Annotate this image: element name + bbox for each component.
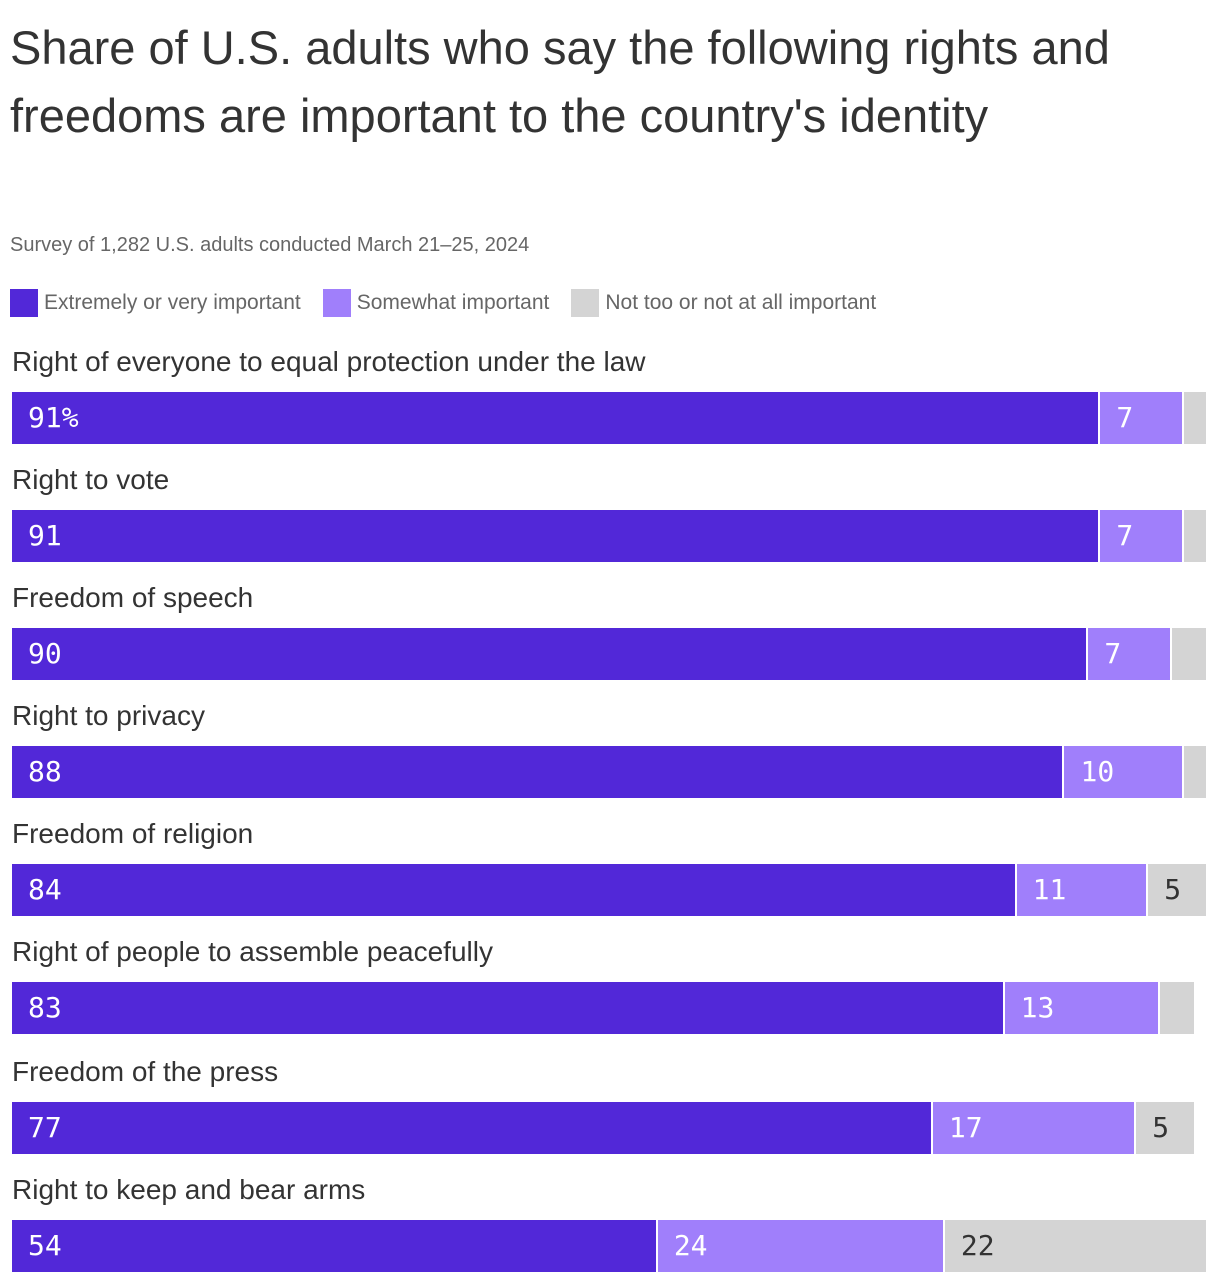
- bar-segment-extremely: [12, 510, 1099, 562]
- bar-segment-somewhat: [657, 1220, 943, 1272]
- bar-segment-extremely: [12, 864, 1015, 916]
- data-label: 54: [28, 1229, 62, 1262]
- legend-item-somewhat-important: Somewhat important: [322, 289, 550, 317]
- bar-segment-somewhat: [1004, 982, 1159, 1034]
- bar-segment-somewhat: [1100, 510, 1183, 562]
- bar-segment-somewhat: [1088, 628, 1171, 680]
- bar-segment-somewhat: [1100, 392, 1183, 444]
- category-label: Right to privacy: [12, 700, 205, 731]
- bar-segment-not: [944, 1220, 1206, 1272]
- category-label: Freedom of speech: [12, 582, 254, 613]
- bar-segment-not: [1160, 982, 1195, 1034]
- category-label: Right to keep and bear arms: [12, 1174, 366, 1205]
- legend-item-not-important: Not too or not at all important: [571, 289, 876, 317]
- bar-segment-somewhat: [1016, 864, 1147, 916]
- bar-segment-not: [1172, 628, 1206, 680]
- category-label: Right of everyone to equal protection un…: [12, 346, 646, 377]
- data-label: 90: [28, 637, 62, 670]
- bar-segment-extremely: [12, 982, 1003, 1034]
- bar-segment-extremely: [12, 746, 1063, 798]
- data-label: 7: [1116, 519, 1134, 552]
- legend-label: Extremely or very important: [44, 291, 301, 314]
- data-label: 10: [1080, 755, 1115, 788]
- bar-segment-extremely: [12, 392, 1099, 444]
- data-label: 7: [1116, 401, 1134, 434]
- bar-segment-somewhat: [932, 1102, 1135, 1154]
- data-label: 24: [673, 1229, 708, 1262]
- data-label: 17: [948, 1111, 983, 1144]
- category-label: Freedom of the press: [12, 1056, 279, 1087]
- bar-segment-not: [1184, 746, 1206, 798]
- data-label: 84: [28, 873, 62, 906]
- data-label: 7: [1104, 637, 1122, 670]
- legend-swatch: [322, 289, 351, 317]
- data-label: 91: [28, 519, 62, 552]
- chart-subtitle: Survey of 1,282 U.S. adults conducted Ma…: [10, 234, 530, 256]
- category-label: Freedom of religion: [12, 818, 254, 849]
- bar-segment-extremely: [12, 628, 1087, 680]
- category-label: Right to vote: [12, 464, 170, 495]
- data-label: 77: [28, 1111, 62, 1144]
- data-label: 88: [28, 755, 62, 788]
- legend-swatch: [10, 289, 38, 317]
- bar-segment-not: [1148, 864, 1206, 916]
- data-label: 83: [28, 991, 62, 1024]
- bar-segment-somewhat: [1064, 746, 1183, 798]
- legend: Extremely or very important Somewhat imp…: [10, 289, 898, 317]
- legend-swatch: [571, 289, 600, 317]
- bar-segment-not: [1136, 1102, 1195, 1154]
- bar-segment-extremely: [12, 1220, 656, 1272]
- data-label: 91%: [28, 401, 79, 434]
- legend-item-extremely-important: Extremely or very important: [10, 289, 301, 317]
- bar-segment-not: [1184, 510, 1206, 562]
- data-label: 5: [1164, 873, 1182, 906]
- data-label: 22: [960, 1229, 995, 1262]
- chart-title: Share of U.S. adults who say the followi…: [10, 21, 1110, 142]
- legend-label: Somewhat important: [356, 291, 550, 314]
- bar-segment-extremely: [12, 1102, 931, 1154]
- data-label: 11: [1032, 873, 1067, 906]
- category-label: Right of people to assemble peacefully: [12, 936, 493, 967]
- legend-label: Not too or not at all important: [605, 291, 877, 314]
- bar-segment-not: [1184, 392, 1206, 444]
- data-label: 13: [1020, 991, 1055, 1024]
- data-label: 5: [1152, 1111, 1170, 1144]
